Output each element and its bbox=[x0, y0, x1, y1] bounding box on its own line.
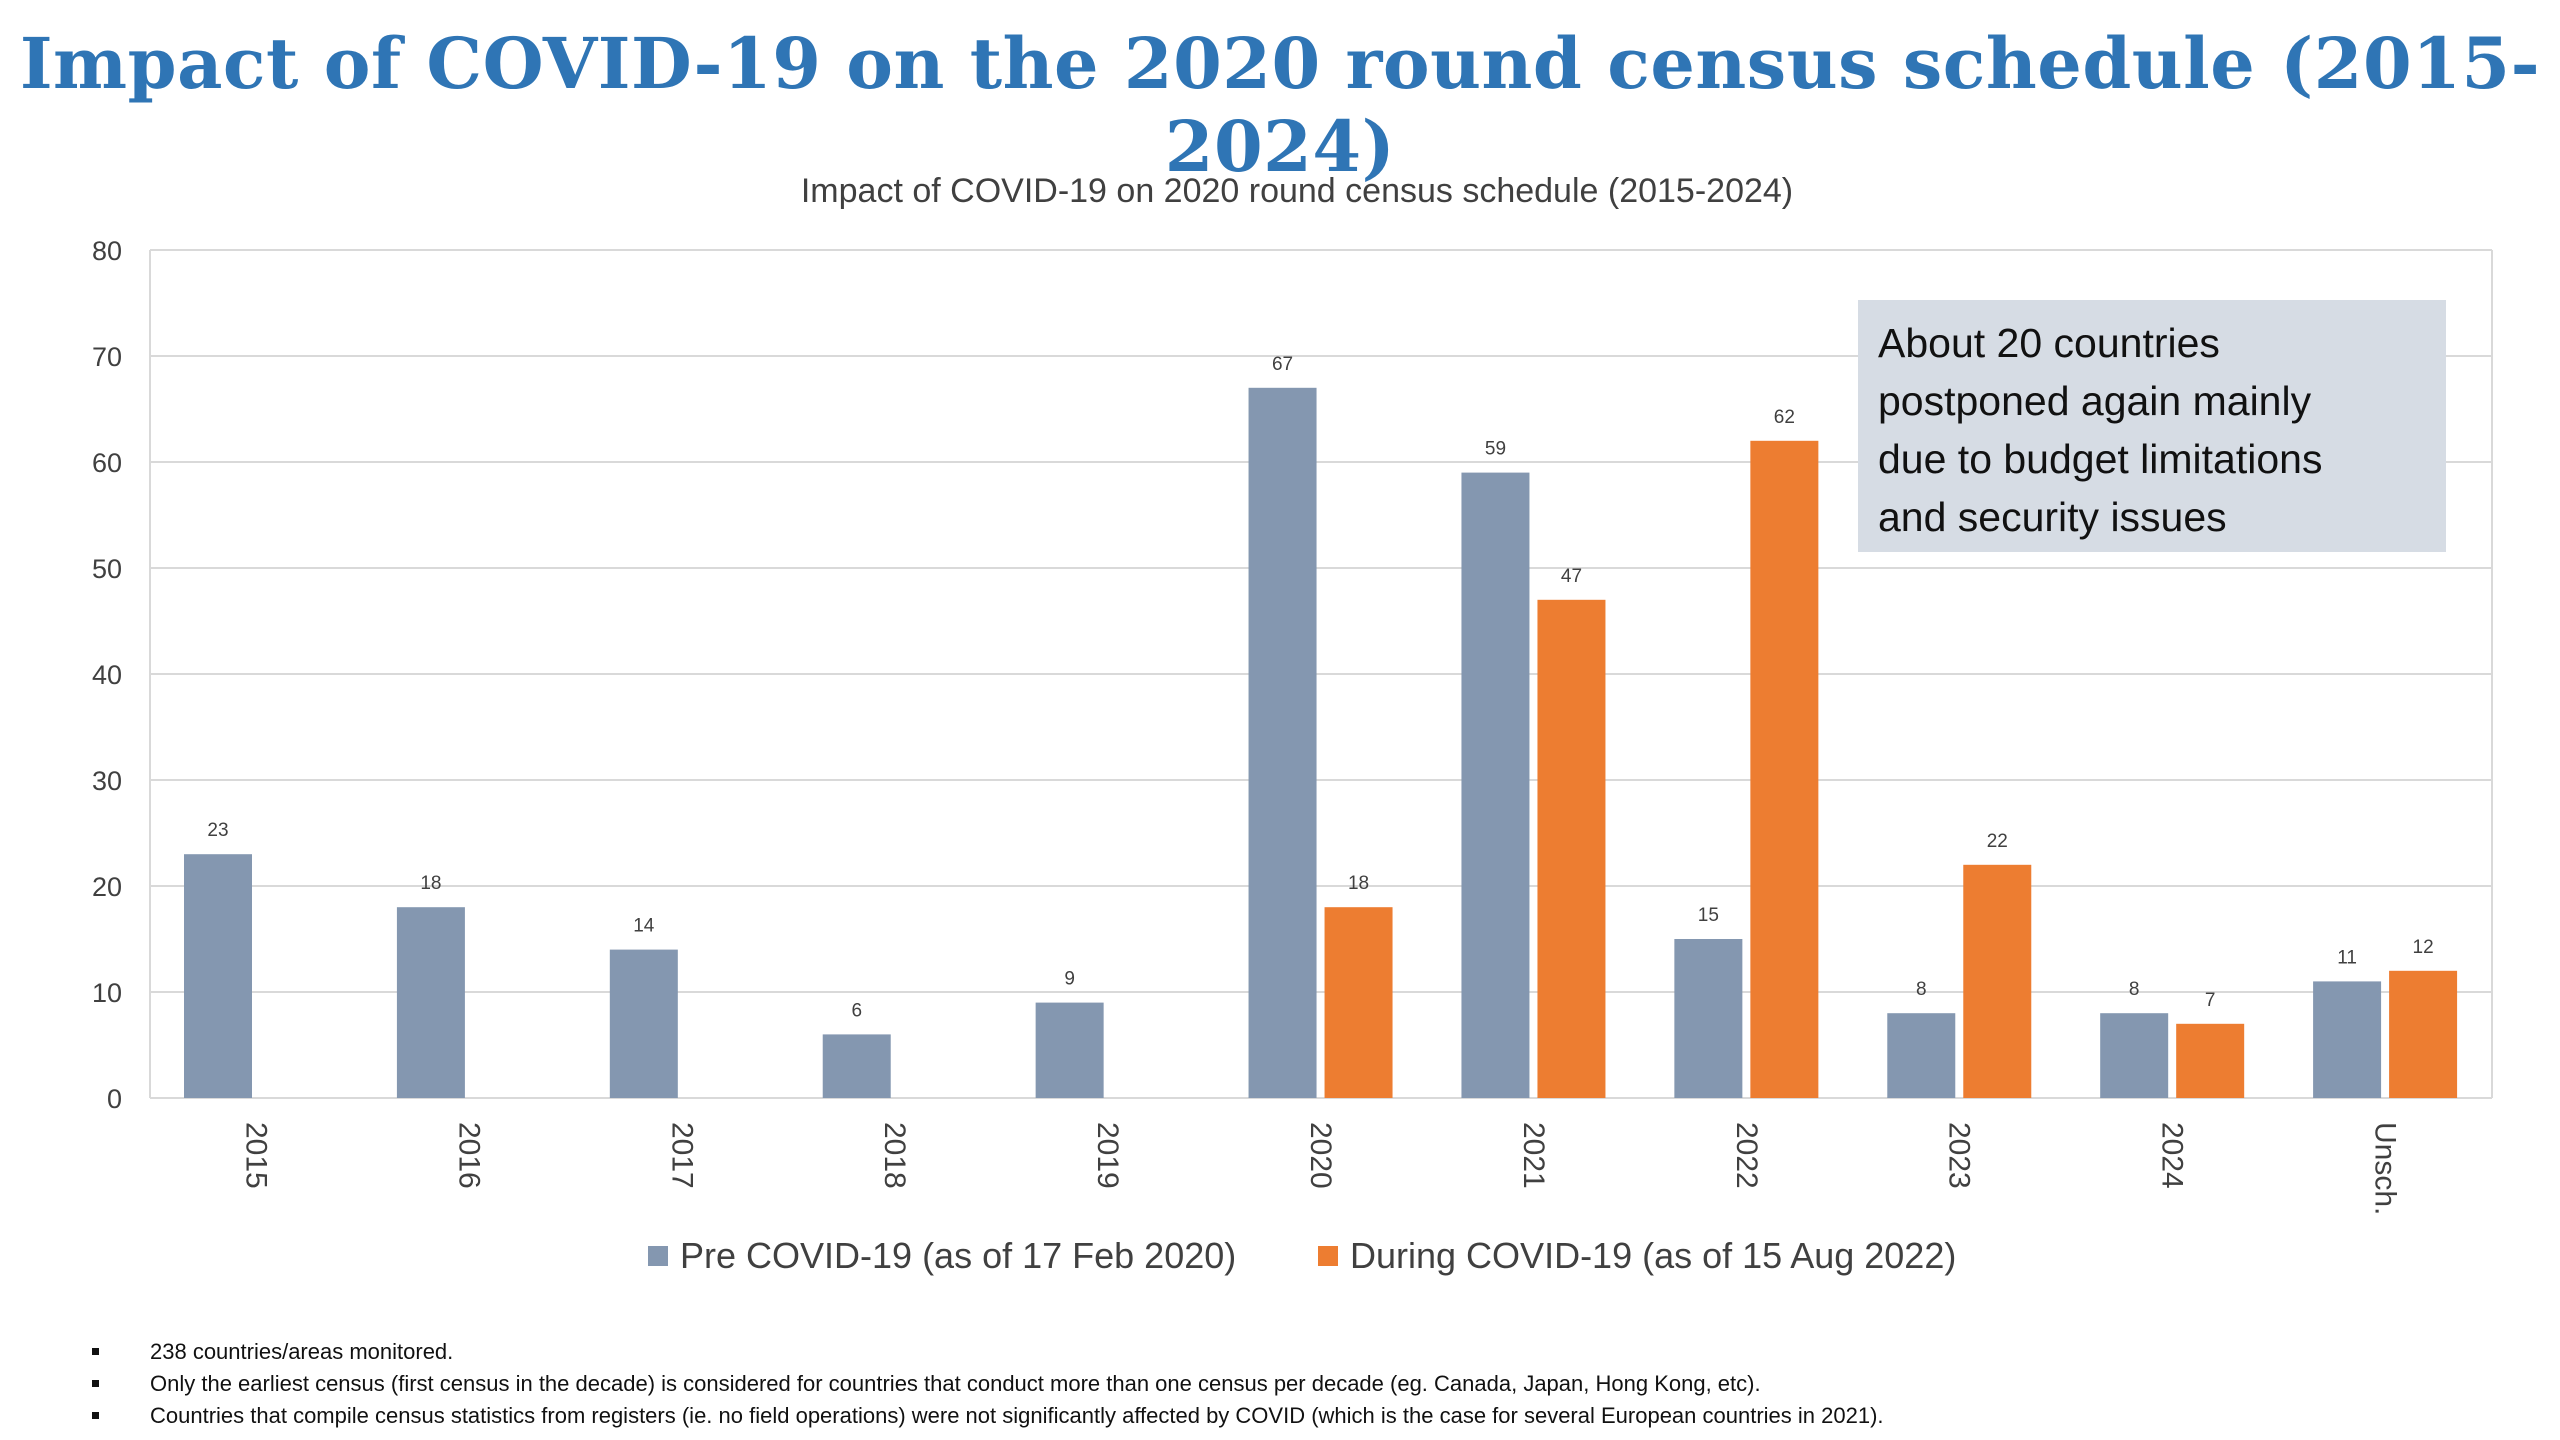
bar-pre-covid bbox=[1248, 387, 1317, 1098]
data-label: 11 bbox=[2337, 947, 2357, 968]
data-label: 14 bbox=[633, 916, 655, 937]
bar-pre-covid bbox=[2100, 1013, 2169, 1098]
data-label: 22 bbox=[1987, 831, 2008, 852]
bar-during-covid bbox=[1750, 440, 1819, 1098]
bar-during-covid bbox=[1963, 864, 2032, 1098]
data-labels: 23 18 14 6 9 67 18 59 47 15 62 8 22 8 7 11 12 bbox=[207, 354, 2433, 1022]
x-tick-label: 2017 bbox=[665, 1122, 698, 1189]
bullet-icon bbox=[92, 1348, 99, 1355]
legend: Pre COVID-19 (as of 17 Feb 2020) During C… bbox=[648, 1235, 1956, 1276]
legend-label-pre-covid: Pre COVID-19 (as of 17 Feb 2020) bbox=[680, 1235, 1236, 1276]
data-label: 59 bbox=[1485, 439, 1506, 460]
footnote-text: Only the earliest census (first census i… bbox=[150, 1371, 1761, 1396]
data-label: 67 bbox=[1272, 354, 1293, 375]
callout-line: About 20 countries bbox=[1878, 320, 2220, 366]
data-label: 7 bbox=[2205, 990, 2216, 1011]
data-label: 12 bbox=[2413, 937, 2434, 958]
footnote-item: Only the earliest census (first census i… bbox=[92, 1368, 2492, 1400]
data-label: 9 bbox=[1064, 969, 1075, 990]
bars bbox=[184, 387, 2458, 1099]
legend-swatch-pre-covid bbox=[648, 1246, 668, 1266]
bar-pre-covid bbox=[1887, 1013, 1956, 1098]
footnotes: 238 countries/areas monitored. Only the … bbox=[92, 1336, 2492, 1432]
x-tick-label: 2018 bbox=[878, 1122, 911, 1189]
bar-during-covid bbox=[1324, 907, 1393, 1098]
bar-pre-covid bbox=[396, 907, 465, 1098]
y-tick-label: 70 bbox=[92, 342, 122, 372]
y-tick-label: 60 bbox=[92, 448, 122, 478]
x-tick-label: 2020 bbox=[1304, 1122, 1337, 1189]
bar-pre-covid bbox=[184, 854, 252, 1098]
bullet-icon bbox=[92, 1380, 99, 1387]
data-label: 15 bbox=[1698, 905, 1719, 926]
y-tick-label: 10 bbox=[92, 978, 122, 1008]
x-tick-label: 2022 bbox=[1730, 1122, 1763, 1189]
x-axis-ticks: 2015 2016 2017 2018 2019 2020 2021 2022 2023 2024… bbox=[239, 1122, 2401, 1215]
legend-swatch-during-covid bbox=[1318, 1246, 1338, 1266]
chart-title: Impact of COVID-19 on 2020 round census … bbox=[801, 172, 1793, 210]
bar-during-covid bbox=[2176, 1023, 2245, 1098]
y-tick-label: 80 bbox=[92, 236, 122, 266]
data-label: 6 bbox=[851, 1000, 862, 1021]
data-label: 8 bbox=[1916, 979, 1927, 1000]
footnote-item: Countries that compile census statistics… bbox=[92, 1400, 2492, 1432]
data-label: 47 bbox=[1561, 566, 1582, 587]
bar-during-covid bbox=[2389, 970, 2458, 1098]
slide-title: Impact of COVID-19 on the 2020 round cen… bbox=[19, 22, 2541, 188]
bar-pre-covid bbox=[609, 949, 678, 1098]
callout-line: postponed again mainly bbox=[1878, 378, 2312, 424]
legend-label-during-covid: During COVID-19 (as of 15 Aug 2022) bbox=[1350, 1235, 1956, 1276]
footnote-item: 238 countries/areas monitored. bbox=[92, 1336, 2492, 1368]
y-tick-label: 20 bbox=[92, 872, 122, 902]
y-tick-label: 50 bbox=[92, 554, 122, 584]
x-tick-label: 2015 bbox=[239, 1122, 272, 1189]
callout-line: due to budget limitations bbox=[1878, 436, 2323, 482]
y-tick-label: 40 bbox=[92, 660, 122, 690]
footnote-text: 238 countries/areas monitored. bbox=[150, 1339, 454, 1364]
bar-pre-covid bbox=[1035, 1002, 1104, 1098]
data-label: 62 bbox=[1774, 407, 1795, 428]
data-label: 18 bbox=[1348, 873, 1369, 894]
callout-line: and security issues bbox=[1878, 494, 2227, 540]
bar-pre-covid bbox=[2313, 981, 2382, 1098]
data-label: 23 bbox=[207, 820, 228, 841]
x-tick-label: 2021 bbox=[1517, 1122, 1550, 1189]
y-tick-label: 30 bbox=[92, 766, 122, 796]
data-label: 18 bbox=[420, 873, 441, 894]
bar-during-covid bbox=[1537, 599, 1606, 1098]
footnote-text: Countries that compile census statistics… bbox=[150, 1403, 1884, 1428]
bar-pre-covid bbox=[1461, 472, 1530, 1099]
y-axis-ticks: 0 10 20 30 40 50 60 70 80 bbox=[92, 236, 122, 1114]
y-tick-label: 0 bbox=[107, 1084, 122, 1114]
bar-pre-covid bbox=[1674, 939, 1743, 1098]
x-tick-label: 2019 bbox=[1091, 1122, 1124, 1189]
bullet-icon bbox=[92, 1412, 99, 1419]
data-label: 8 bbox=[2129, 979, 2140, 1000]
x-tick-label: 2024 bbox=[2156, 1122, 2189, 1189]
callout-box: About 20 countries postponed again mainl… bbox=[1858, 300, 2446, 552]
bar-pre-covid bbox=[822, 1034, 891, 1098]
x-tick-label: 2016 bbox=[452, 1122, 485, 1189]
x-tick-label: Unsch. bbox=[2369, 1122, 2402, 1215]
x-tick-label: 2023 bbox=[1943, 1122, 1976, 1189]
